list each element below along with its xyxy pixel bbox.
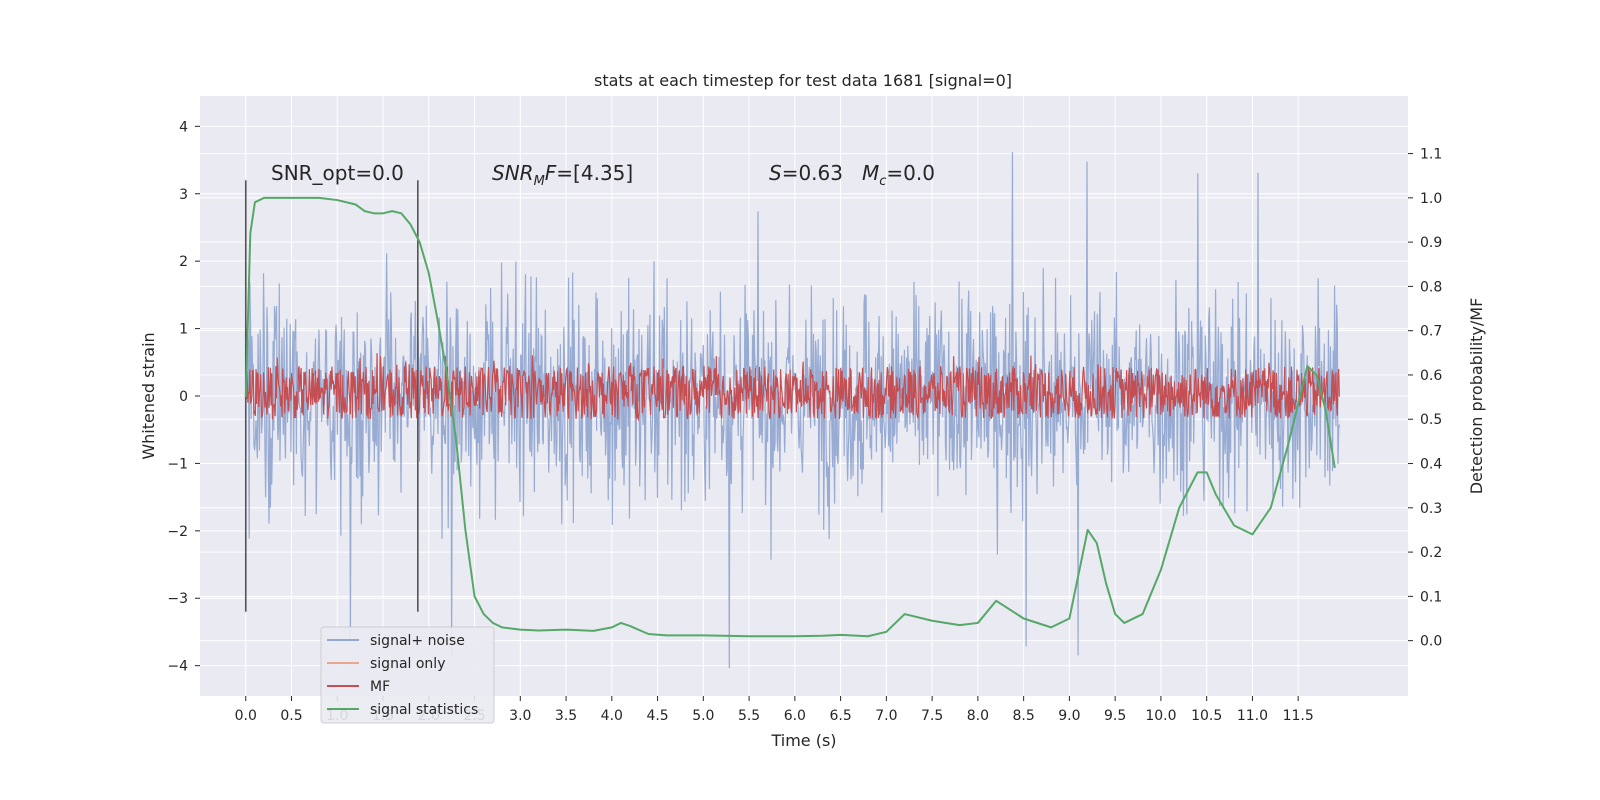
y-tick-label: 1 xyxy=(179,322,188,338)
x-tick-label: 8.0 xyxy=(967,708,989,724)
legend-label-noise: signal+ noise xyxy=(370,633,465,649)
legend-label-stat: signal statistics xyxy=(370,702,478,718)
y-tick-label: −2 xyxy=(167,524,188,540)
x-tick-label: 11.0 xyxy=(1237,708,1268,724)
signal-statistics-line xyxy=(244,196,1336,638)
x-tick-label: 5.0 xyxy=(692,708,714,724)
mc-symbol: M xyxy=(862,161,879,185)
snr-mf-symbol: SNR xyxy=(492,161,534,185)
snr-mf-annotation: SNRMF=[4.35] xyxy=(492,161,633,189)
y2-tick-label: 0.9 xyxy=(1420,235,1442,251)
y-tick-label: 0 xyxy=(179,389,188,405)
y2-axis-label: Detection probability/MF xyxy=(1467,298,1486,495)
legend-label-mf: MF xyxy=(370,679,390,695)
y-tick-label: 4 xyxy=(179,119,188,135)
mc-subscript: c xyxy=(879,174,886,189)
y-tick-label: −3 xyxy=(167,591,188,607)
s-symbol: S xyxy=(769,161,782,185)
y-tick-label: −1 xyxy=(167,456,188,472)
y2-tick-label: 1.0 xyxy=(1420,191,1442,207)
y2-tick-label: 0.8 xyxy=(1420,279,1442,295)
y2-ticks: 1.1 1.0 0.9 0.8 0.7 0.6 0.5 0.4 0.3 0.2 0.1 0.0 xyxy=(1408,147,1442,650)
legend-label-signal: signal only xyxy=(370,656,445,672)
x-tick-label: 3.0 xyxy=(509,708,531,724)
s-annotation: S=0.63 xyxy=(769,161,843,185)
y2-tick-label: 1.1 xyxy=(1420,147,1442,163)
legend: signal+ noise signal only MF signal stat… xyxy=(320,626,495,724)
x-tick-label: 7.5 xyxy=(921,708,943,724)
x-tick-label: 5.5 xyxy=(738,708,760,724)
y2-tick-label: 0.1 xyxy=(1420,589,1442,605)
chart-title: stats at each timestep for test data 168… xyxy=(594,71,1012,90)
y2-tick-label: 0.0 xyxy=(1420,634,1442,650)
x-tick-label: 9.5 xyxy=(1104,708,1126,724)
mc-value: =0.0 xyxy=(886,161,935,185)
snr-opt-annotation: SNR_opt=0.0 xyxy=(271,161,404,185)
snr-mf-subscript: M xyxy=(534,174,545,189)
x-tick-label: 11.5 xyxy=(1283,708,1314,724)
x-tick-label: 4.5 xyxy=(646,708,668,724)
x-tick-label: 9.0 xyxy=(1058,708,1080,724)
x-tick-label: 0.5 xyxy=(280,708,302,724)
x-tick-label: 7.0 xyxy=(875,708,897,724)
y2-tick-label: 0.4 xyxy=(1420,457,1442,473)
x-tick-label: 6.5 xyxy=(829,708,851,724)
mc-annotation: Mc=0.0 xyxy=(862,161,935,189)
x-axis-label: Time (s) xyxy=(770,731,836,750)
y-tick-label: 2 xyxy=(179,254,188,270)
y2-tick-label: 0.7 xyxy=(1420,324,1442,340)
s-value: =0.63 xyxy=(782,161,843,185)
y2-tick-label: 0.2 xyxy=(1420,545,1442,561)
x-tick-label: 6.0 xyxy=(784,708,806,724)
mf-line xyxy=(245,353,1340,422)
x-tick-label: 10.0 xyxy=(1145,708,1176,724)
x-tick-label: 4.0 xyxy=(601,708,623,724)
x-tick-label: 0.0 xyxy=(235,708,257,724)
snr-mf-symbol-f: F xyxy=(545,161,557,185)
legend-box xyxy=(320,626,495,724)
y-axis-label: Whitened strain xyxy=(139,332,158,459)
signal-statistics-series xyxy=(244,196,1336,638)
x-tick-label: 10.5 xyxy=(1191,708,1222,724)
snr-mf-value: =[4.35] xyxy=(556,161,633,185)
y2-tick-label: 0.5 xyxy=(1420,412,1442,428)
y-tick-label: −4 xyxy=(167,659,188,675)
y2-tick-label: 0.6 xyxy=(1420,368,1442,384)
x-tick-label: 3.5 xyxy=(555,708,577,724)
y2-tick-label: 0.3 xyxy=(1420,501,1442,517)
y-ticks: 4 3 2 1 0 −1 −2 −3 −4 xyxy=(167,119,200,675)
x-tick-label: 8.5 xyxy=(1013,708,1035,724)
y-tick-label: 3 xyxy=(179,187,188,203)
mf-series xyxy=(245,353,1340,422)
